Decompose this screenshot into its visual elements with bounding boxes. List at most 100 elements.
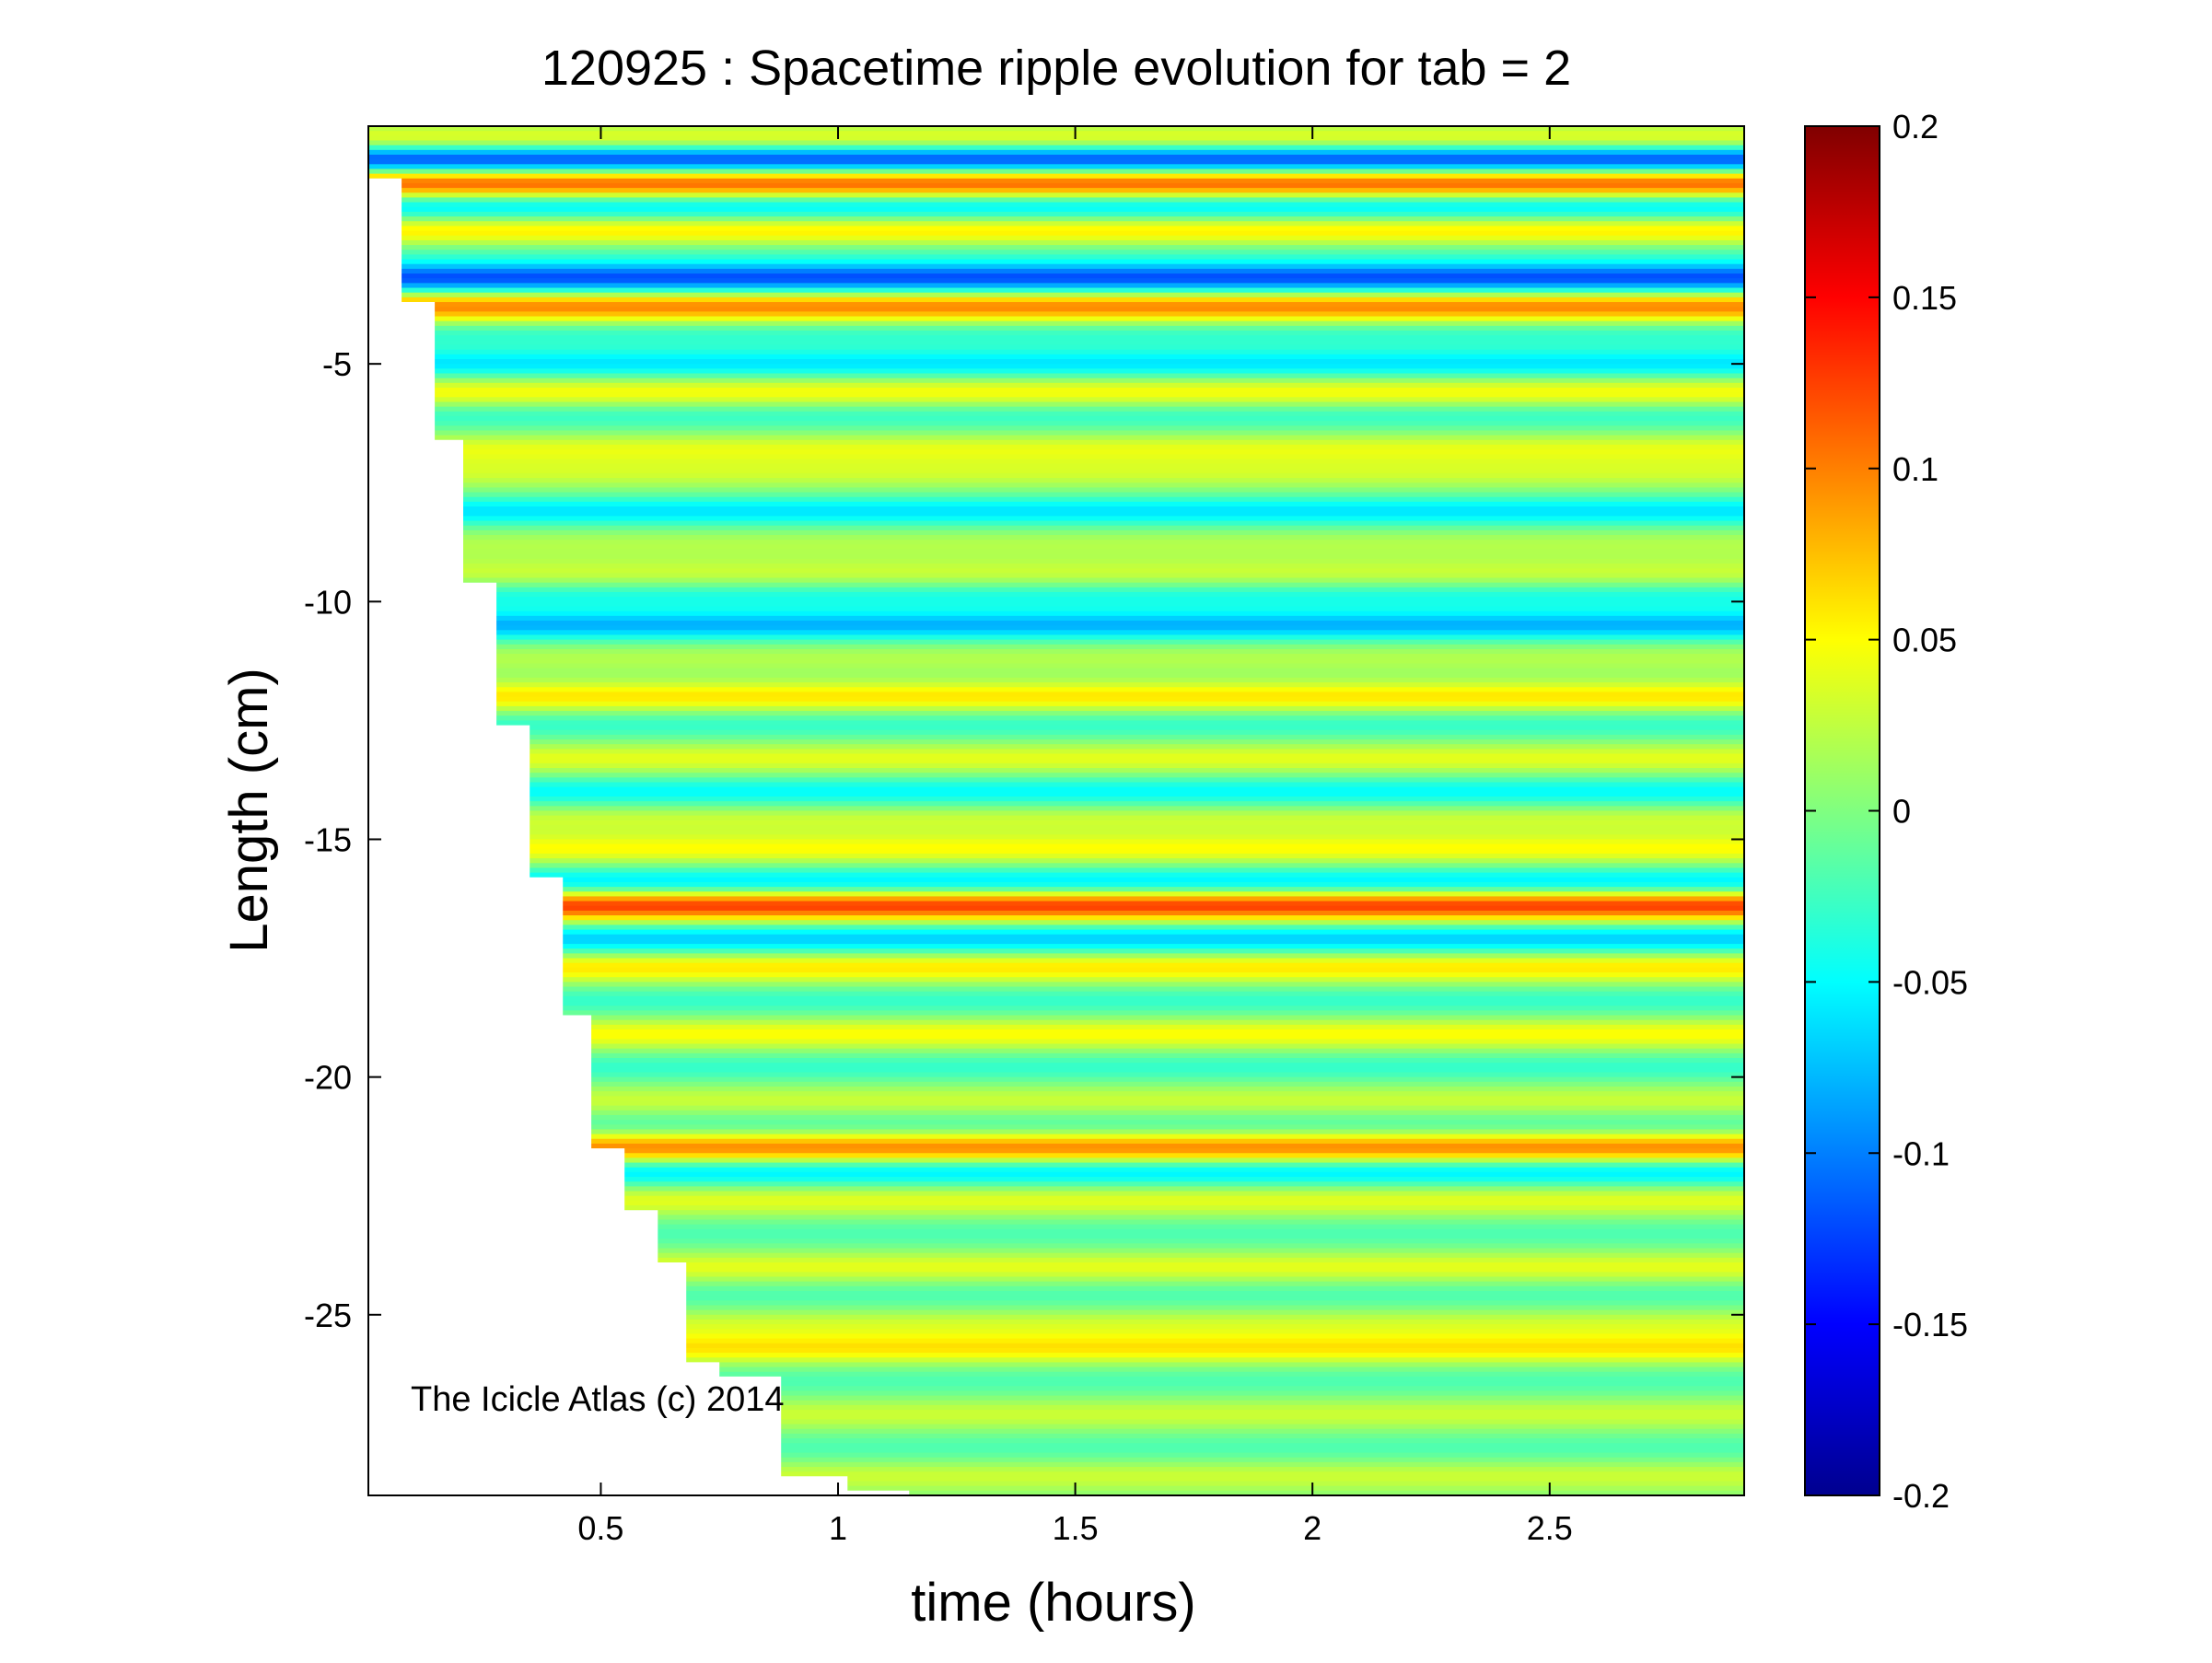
heatmap-row <box>368 1376 1744 1382</box>
heatmap-row <box>368 839 1744 845</box>
x-axis-label: time (hours) <box>911 1573 1195 1633</box>
heatmap-row <box>368 211 1744 217</box>
heatmap-row <box>368 1400 1744 1406</box>
heatmap-row <box>368 1305 1744 1311</box>
y-axis-label: Length (cm) <box>219 668 279 952</box>
heatmap-row <box>368 511 1744 517</box>
heatmap-row <box>368 644 1744 650</box>
heatmap-row <box>368 1467 1744 1472</box>
heatmap-row <box>368 1419 1744 1425</box>
heatmap-row <box>368 1461 1744 1468</box>
heatmap-row <box>368 677 1744 683</box>
heatmap-row <box>368 1362 1744 1368</box>
heatmap-row <box>368 1171 1744 1178</box>
heatmap-row <box>368 382 1744 389</box>
heatmap-row <box>368 1034 1744 1040</box>
heatmap-row <box>368 1215 1744 1221</box>
heatmap-row <box>368 967 1744 973</box>
heatmap-row <box>368 568 1744 574</box>
heatmap-row <box>368 1072 1744 1078</box>
heatmap-row <box>368 758 1744 764</box>
heatmap-row <box>368 1162 1744 1169</box>
heatmap-row <box>368 715 1744 721</box>
heatmap-row <box>368 734 1744 740</box>
heatmap-row <box>368 601 1744 608</box>
heatmap-row <box>368 1063 1744 1068</box>
heatmap-row <box>368 454 1744 460</box>
heatmap-row <box>368 1414 1744 1420</box>
heatmap-row <box>368 982 1744 988</box>
y-tick-label: -20 <box>304 1059 352 1097</box>
heatmap-row <box>368 1081 1744 1087</box>
heatmap-row <box>368 573 1744 579</box>
heatmap-row <box>368 1076 1744 1083</box>
heatmap-row <box>368 915 1744 921</box>
heatmap-row <box>368 415 1744 422</box>
heatmap-row <box>368 654 1744 659</box>
heatmap-row <box>368 1191 1744 1197</box>
heatmap-row <box>368 782 1744 788</box>
heatmap-row <box>368 639 1744 645</box>
heatmap-row <box>368 663 1744 669</box>
heatmap-row <box>368 1319 1744 1325</box>
heatmap-row <box>368 1276 1744 1283</box>
heatmap-row <box>368 425 1744 432</box>
heatmap-row <box>368 1490 1744 1495</box>
heatmap-row <box>368 302 1744 308</box>
heatmap-row <box>368 929 1744 936</box>
heatmap-row <box>368 1153 1744 1159</box>
heatmap-row <box>368 887 1744 892</box>
heatmap-row <box>368 230 1744 237</box>
heatmap-row <box>368 625 1744 631</box>
x-tick-label: 1 <box>829 1509 847 1547</box>
plot-area <box>368 126 1744 1495</box>
heatmap-row <box>368 1057 1744 1064</box>
heatmap-row <box>368 1110 1744 1116</box>
heatmap-row <box>368 768 1744 773</box>
heatmap-row <box>368 606 1744 612</box>
heatmap-row <box>368 320 1744 327</box>
heatmap-row <box>368 1048 1744 1054</box>
heatmap-row <box>368 1086 1744 1092</box>
heatmap-row <box>368 364 1744 369</box>
heatmap-row <box>368 1134 1744 1140</box>
heatmap-row <box>368 359 1744 365</box>
y-tick-label: -15 <box>304 820 352 858</box>
heatmap-row <box>368 753 1744 760</box>
heatmap-row <box>368 516 1744 522</box>
heatmap-row <box>368 459 1744 465</box>
heatmap-row <box>368 806 1744 812</box>
chart-title: 120925 : Spacetime ripple evolution for … <box>541 41 1571 96</box>
heatmap-row <box>368 268 1744 274</box>
heatmap-row <box>368 1067 1744 1074</box>
heatmap-row <box>368 1205 1744 1211</box>
heatmap-row <box>368 1224 1744 1230</box>
y-tick-label: -25 <box>304 1297 352 1334</box>
heatmap-row <box>368 1219 1744 1226</box>
heatmap-row <box>368 235 1744 241</box>
heatmap-row <box>368 896 1744 902</box>
heatmap-row <box>368 216 1744 222</box>
heatmap-row <box>368 140 1744 146</box>
heatmap-row <box>368 331 1744 336</box>
heatmap-row <box>368 995 1744 1002</box>
heatmap-row <box>368 853 1744 859</box>
heatmap-row <box>368 421 1744 426</box>
heatmap-row <box>368 1457 1744 1463</box>
heatmap-row <box>368 1438 1744 1444</box>
y-tick-label: -5 <box>322 345 352 383</box>
heatmap-row <box>368 744 1744 750</box>
heatmap-row <box>368 544 1744 551</box>
heatmap-row <box>368 1124 1744 1131</box>
heatmap-row <box>368 335 1744 341</box>
heatmap-row <box>368 1186 1744 1192</box>
heatmap-row <box>368 468 1744 474</box>
heatmap-row <box>368 958 1744 964</box>
heatmap-row <box>368 287 1744 294</box>
heatmap-row <box>368 1157 1744 1164</box>
heatmap-row <box>368 259 1744 265</box>
heatmap-row <box>368 863 1744 869</box>
colorbar-tick-label: -0.1 <box>1892 1134 1950 1172</box>
heatmap-row <box>368 582 1744 588</box>
heatmap-row <box>368 1210 1744 1215</box>
